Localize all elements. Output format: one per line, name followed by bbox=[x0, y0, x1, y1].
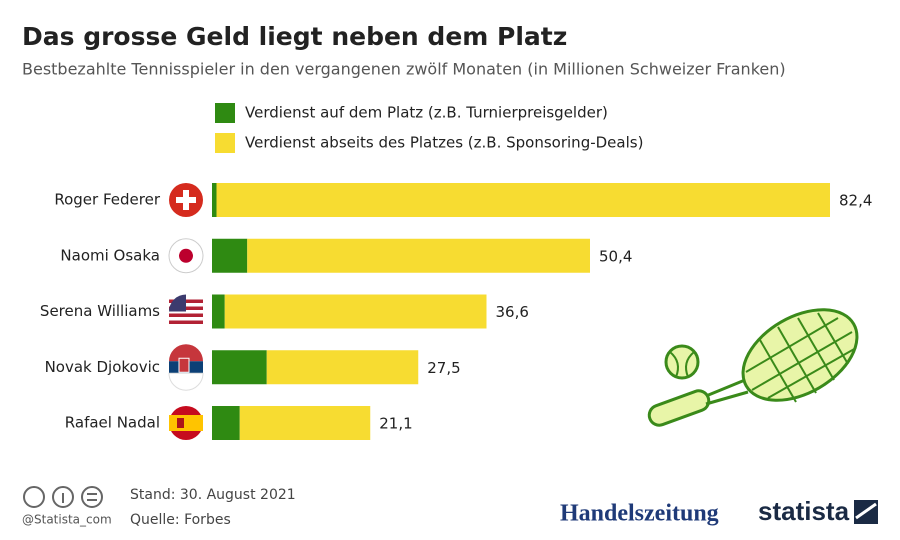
footer-handle: @Statista_com bbox=[22, 513, 112, 527]
footer-source: Quelle: Forbes bbox=[130, 512, 231, 528]
total-label: 82,4 bbox=[839, 192, 872, 210]
footer-date: Stand: 30. August 2021 bbox=[130, 487, 296, 503]
flag bbox=[168, 372, 204, 391]
bar-segment bbox=[239, 406, 371, 440]
flag-icon bbox=[168, 238, 204, 274]
bar-segment bbox=[212, 294, 225, 329]
flag bbox=[169, 313, 203, 317]
flag-icon bbox=[169, 183, 203, 217]
flag bbox=[176, 197, 196, 203]
flag-icon bbox=[169, 294, 203, 329]
total-label: 50,4 bbox=[599, 247, 632, 265]
bar-segment bbox=[212, 406, 240, 440]
bar-segment bbox=[247, 238, 590, 273]
bar-segment bbox=[224, 294, 487, 329]
brand-icon bbox=[854, 500, 878, 524]
license-icons bbox=[23, 486, 103, 508]
total-label: 36,6 bbox=[496, 303, 529, 321]
bar-segment bbox=[212, 350, 267, 385]
legend-swatch bbox=[215, 133, 235, 153]
bar-segment bbox=[216, 183, 830, 217]
racket-illustration bbox=[647, 308, 859, 427]
partner-logo: Handelszeitung bbox=[560, 501, 719, 527]
flag bbox=[179, 248, 193, 263]
total-label: 27,5 bbox=[427, 359, 460, 377]
flag bbox=[169, 320, 203, 324]
flag bbox=[169, 415, 203, 431]
total-label: 21,1 bbox=[379, 415, 412, 433]
flag-icon bbox=[168, 344, 204, 391]
brand-logo: statista bbox=[758, 496, 850, 526]
legend-label: Verdienst auf dem Platz (z.B. Turnierpre… bbox=[245, 104, 608, 122]
bar-segment bbox=[212, 238, 248, 273]
category-label: Rafael Nadal bbox=[65, 414, 160, 432]
category-label: Serena Williams bbox=[40, 302, 160, 320]
legend-label: Verdienst abseits des Platzes (z.B. Spon… bbox=[245, 134, 643, 152]
bar-segment bbox=[212, 183, 217, 217]
flag bbox=[169, 344, 203, 362]
category-label: Novak Djokovic bbox=[45, 358, 160, 376]
flag bbox=[169, 294, 186, 312]
chart-subtitle: Bestbezahlte Tennisspieler in den vergan… bbox=[22, 60, 786, 79]
flag bbox=[178, 357, 190, 373]
category-label: Roger Federer bbox=[54, 191, 160, 209]
bar-segment bbox=[266, 350, 419, 385]
flag-icon bbox=[169, 406, 203, 440]
legend-swatch bbox=[215, 103, 235, 123]
flag bbox=[177, 418, 184, 428]
category-label: Naomi Osaka bbox=[60, 246, 160, 264]
chart-title: Das grosse Geld liegt neben dem Platz bbox=[22, 22, 567, 51]
